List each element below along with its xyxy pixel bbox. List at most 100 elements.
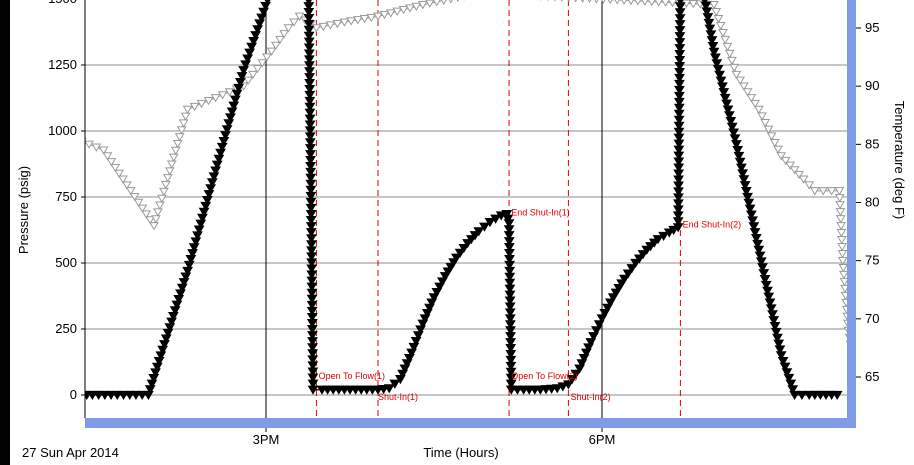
temperature-marker <box>398 6 409 15</box>
pressure-marker <box>700 1 712 11</box>
pressure-marker <box>703 18 715 29</box>
temperature-marker <box>66 153 74 160</box>
pressure-marker <box>306 270 318 280</box>
pressure-marker <box>637 250 649 260</box>
pressure-marker <box>229 95 241 105</box>
pressure-marker <box>731 140 742 150</box>
pressure-marker <box>306 246 317 256</box>
temperature-marker <box>425 0 435 8</box>
pressure-marker <box>307 379 319 389</box>
temperature-marker <box>275 35 285 45</box>
pressure-marker <box>226 107 238 117</box>
temperature-marker <box>133 198 144 208</box>
temperature-marker <box>776 152 787 161</box>
pressure-marker <box>505 344 517 354</box>
pressure-marker <box>303 25 315 35</box>
temperature-marker <box>379 11 390 20</box>
pressure-marker <box>754 251 766 261</box>
pressure-marker <box>305 161 316 172</box>
temperature-marker <box>843 326 847 333</box>
temperature-marker <box>118 175 128 184</box>
temperature-marker <box>794 170 804 180</box>
temperature-marker <box>203 97 214 106</box>
temperature-marker <box>164 167 175 176</box>
temperature-marker <box>766 132 777 141</box>
temperature-marker <box>837 249 847 259</box>
pressure-marker <box>305 156 316 166</box>
pressure-marker <box>762 286 773 296</box>
pressure-marker <box>722 105 734 115</box>
pressure-marker <box>307 343 318 353</box>
temperature-marker <box>834 194 845 203</box>
temperature-marker <box>809 187 820 196</box>
pressure-marker <box>505 338 517 348</box>
temperature-marker <box>262 53 272 62</box>
temperature-marker <box>346 17 356 26</box>
pressure-marker <box>503 243 515 253</box>
pressure-marker <box>304 102 316 112</box>
temperature-marker <box>641 0 649 6</box>
temperature-marker <box>878 397 886 404</box>
pressure-marker <box>504 249 515 259</box>
pressure-marker <box>111 390 123 401</box>
pressure-marker <box>306 300 318 310</box>
pressure-marker <box>749 228 761 238</box>
pressure-marker <box>215 148 226 158</box>
pressure-marker <box>753 245 765 255</box>
pressure-marker <box>210 166 221 176</box>
temperature-marker <box>874 348 882 355</box>
pressure-marker <box>504 290 516 300</box>
x-tick-label: 3PM <box>253 432 280 447</box>
temperature-marker <box>153 208 163 217</box>
event-annotation: End Shut-In(1) <box>511 207 570 217</box>
pressure-marker <box>770 327 782 337</box>
temperature-marker <box>157 194 167 203</box>
x-tick-label: 6PM <box>589 432 616 447</box>
pressure-marker <box>652 235 664 245</box>
pressure-marker <box>760 280 772 291</box>
pressure-marker <box>570 369 582 379</box>
pressure-marker <box>305 191 317 201</box>
pressure-marker <box>303 2 315 12</box>
temperature-marker <box>709 1 719 10</box>
pressure-marker <box>504 284 516 294</box>
temperature-marker <box>826 187 837 196</box>
temperature-marker <box>373 12 383 21</box>
temperature-marker <box>121 181 132 190</box>
temperature-marker <box>773 145 783 154</box>
right-axis-ticks: 65 70 75 80 85 90 95 <box>856 20 879 384</box>
temperature-marker <box>877 362 885 369</box>
temperature-marker <box>283 24 294 33</box>
temperature-marker <box>731 70 742 80</box>
pressure-marker <box>305 209 317 220</box>
pressure-marker <box>505 355 517 366</box>
pressure-marker <box>305 185 317 195</box>
temperature-marker <box>838 263 847 273</box>
pressure-marker <box>303 43 315 53</box>
pressure-marker <box>708 47 720 57</box>
pressure-marker <box>739 181 751 191</box>
temperature-marker <box>325 21 336 30</box>
pressure-marker <box>711 59 723 69</box>
pressure-marker <box>205 184 217 194</box>
temperature-marker <box>366 13 377 23</box>
right-axis-band <box>847 0 856 428</box>
pressure-marker <box>306 282 318 292</box>
pressure-marker <box>503 231 515 241</box>
pressure-marker <box>216 142 228 153</box>
pressure-marker <box>714 70 725 80</box>
pressure-marker <box>303 13 315 24</box>
pressure-marker <box>236 72 248 82</box>
pressure-marker <box>504 254 515 265</box>
pressure-marker <box>130 390 142 401</box>
pressure-marker <box>588 332 599 342</box>
pressure-marker <box>208 172 220 182</box>
temperature-marker <box>713 14 724 24</box>
pressure-marker <box>383 384 395 394</box>
pressure-marker <box>306 264 318 274</box>
pressure-marker <box>504 278 516 288</box>
pressure-marker <box>701 7 713 17</box>
pressure-marker <box>218 136 230 147</box>
temperature-marker <box>720 35 731 45</box>
pressure-marker <box>306 306 318 317</box>
